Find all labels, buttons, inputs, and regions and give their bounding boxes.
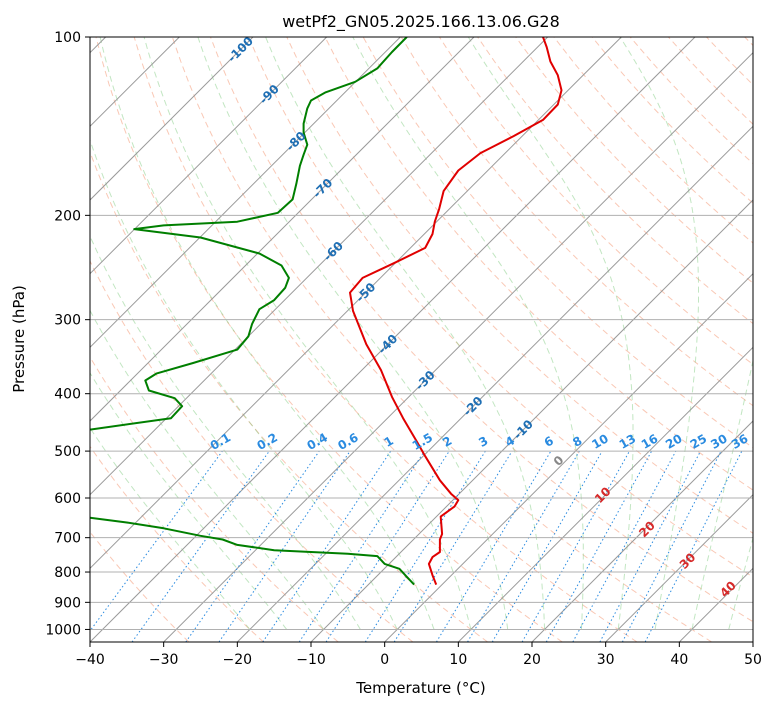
moist-adiabat-line [619,37,699,630]
mixing-ratio-line [393,450,513,642]
x-tick-label: −40 [75,652,105,668]
isotherm-line [90,37,254,201]
x-tick-label: 50 [744,652,762,668]
dry-adiabat-line [90,259,414,642]
y-tick-label: 600 [54,491,81,507]
isotherm-line [531,420,753,642]
x-tick-label: 10 [449,652,467,668]
mixing-ratio-line [491,450,603,642]
isotherm-line [90,37,622,570]
isotherm-line [310,199,753,642]
moist-adiabat-line [352,37,584,630]
mixing-ratio-line [218,450,351,642]
moist-adiabat-line [143,37,472,630]
x-tick-label: −20 [223,652,253,668]
dry-adiabat-line [95,37,563,642]
x-tick-label: 30 [597,652,615,668]
x-tick-label: −30 [149,652,179,668]
mixing-ratio-line [325,450,450,642]
moist-adiabat-line [265,37,546,630]
isotherm-line [90,37,328,275]
moist-adiabat-line [90,138,398,630]
moist-adiabat-line [90,309,325,630]
dry-adiabat-line [324,37,753,491]
mixing-ratio-line [364,450,486,642]
y-tick-label: 900 [54,595,81,611]
dry-adiabat-line [248,37,753,578]
y-tick-label: 200 [54,208,81,224]
dry-adiabat-line [90,356,339,642]
moist-adiabat-line [90,371,288,630]
moist-adiabat-line [90,235,361,630]
y-tick-label: 400 [54,387,81,403]
moist-adiabat-line [197,37,509,630]
dry-adiabat-line [90,445,264,642]
isotherm-line [605,493,753,642]
isotherm-line [90,37,696,642]
isotherms [90,37,753,642]
dry-adiabat-line [133,37,638,642]
isotherm-line [90,37,401,349]
mixing-ratio-line [545,450,653,642]
isotherm-line [236,125,753,642]
dry-adiabats [90,37,753,642]
mixing-ratio-line [572,450,677,642]
y-axis-ticks: 100 200 300 400 500 600 700 800 900 1000 [45,30,90,638]
moist-adiabat-line [467,37,634,630]
chart-title: wetPf2_GN05.2025.166.13.06.G28 [282,12,560,32]
y-tick-label: 300 [54,313,81,329]
moist-adiabat-line [728,536,753,630]
x-axis-ticks: −40 −30 −20 −10 0 10 20 30 40 50 [75,642,762,668]
y-tick-label: 100 [54,30,81,46]
isotherm-line [384,272,753,642]
y-tick-label: 700 [54,531,81,547]
x-tick-label: 40 [670,652,688,668]
dry-adiabat-line [171,37,712,642]
mixing-ratio-line [467,450,580,642]
moist-adiabat-line [90,427,251,630]
y-axis-label: Pressure (hPa) [10,285,28,393]
isotherm-line [163,51,753,642]
isotherm-line [90,37,475,422]
moist-adiabat-line [691,358,753,630]
dry-adiabat-line [210,37,753,623]
y-tick-label: 500 [54,444,81,460]
y-tick-label: 1000 [45,622,81,638]
pressure-gridlines [90,37,753,630]
x-axis-label: Temperature (°C) [355,679,485,697]
dewpoint-profile-line [90,37,415,586]
x-tick-label: 0 [380,652,389,668]
moist-adiabat-line [99,37,435,630]
isotherm-line [457,346,753,642]
dry-adiabat-line [286,37,753,534]
y-tick-label: 800 [54,565,81,581]
plot-frame [89,36,754,643]
profile-series [90,37,563,586]
mixing-ratio-line [521,450,630,642]
x-tick-label: −10 [296,652,326,668]
moist-adiabats [90,37,753,630]
dry-adiabat-line [515,37,753,284]
temperature-profile-line [349,37,563,585]
x-tick-label: 20 [523,652,541,668]
mixing-ratio-line [435,450,552,642]
